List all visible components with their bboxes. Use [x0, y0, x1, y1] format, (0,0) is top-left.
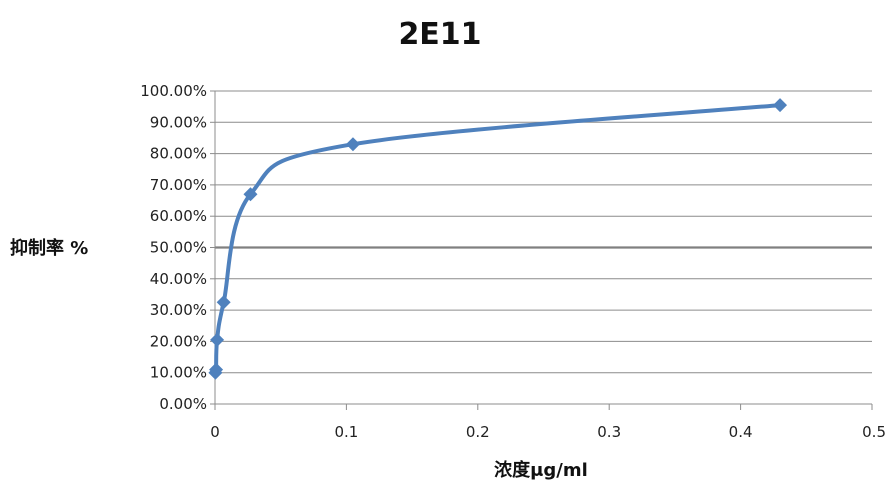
y-tick-label: 60.00%	[150, 207, 207, 225]
y-tick-label: 40.00%	[150, 270, 207, 288]
data-point	[210, 332, 225, 347]
y-tick-label: 30.00%	[150, 301, 207, 319]
data-point	[243, 187, 258, 202]
series-group	[208, 98, 788, 380]
y-tick-label: 0.00%	[159, 395, 207, 413]
x-tick-label: 0.3	[597, 423, 621, 441]
chart-title: 2E11	[398, 17, 481, 52]
axes	[210, 90, 873, 410]
y-tick-label: 100.00%	[140, 82, 207, 100]
y-tick-label: 20.00%	[150, 332, 207, 350]
x-tick-labels: 0 0.1 0.2 0.3 0.4 0.5	[210, 423, 886, 441]
x-tick-label: 0.4	[729, 423, 753, 441]
gridlines	[215, 90, 872, 374]
y-tick-label: 50.00%	[150, 239, 207, 257]
series-line	[213, 103, 783, 376]
x-tick-label: 0.2	[466, 423, 490, 441]
y-tick-label: 80.00%	[150, 145, 207, 163]
x-tick-label: 0.1	[334, 423, 358, 441]
data-point	[345, 137, 360, 152]
y-tick-label: 90.00%	[150, 113, 207, 131]
y-axis-title: 抑制率 %	[10, 237, 88, 259]
y-tick-label: 10.00%	[150, 364, 207, 382]
data-point	[216, 295, 231, 310]
x-tick-label: 0.5	[862, 423, 886, 441]
x-tick-label: 0	[210, 423, 220, 441]
data-point	[209, 362, 224, 377]
y-tick-labels: 0.00% 10.00% 20.00% 30.00% 40.00% 50.00% 60.00…	[140, 82, 207, 413]
data-point	[773, 98, 788, 113]
x-axis-title: 浓度μg/ml	[494, 459, 588, 481]
y-tick-label: 70.00%	[150, 176, 207, 194]
